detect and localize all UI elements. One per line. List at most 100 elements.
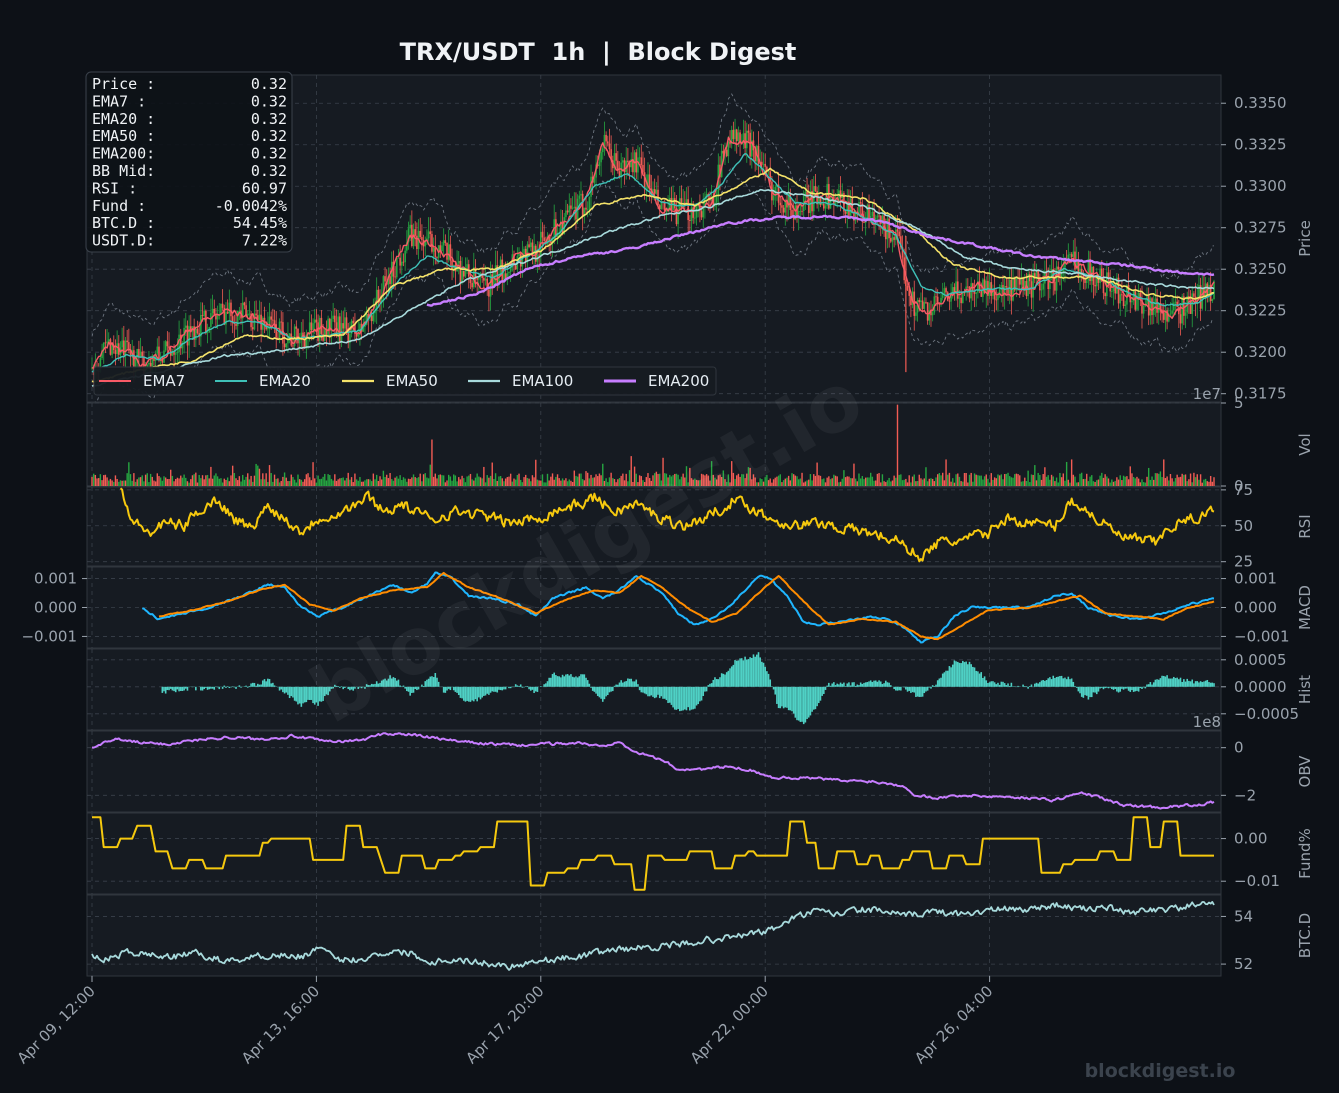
volume-bar: [156, 473, 159, 486]
hist-bar: [796, 686, 798, 721]
volume-bar: [370, 481, 373, 486]
candle-body: [478, 276, 480, 280]
candle-body: [439, 245, 442, 252]
candle-body: [1039, 279, 1041, 291]
hist-bar: [464, 686, 467, 702]
hist-bar: [642, 686, 644, 693]
hist-bar: [1157, 679, 1160, 687]
volume-bar: [1082, 479, 1085, 486]
volume-bar: [803, 482, 805, 486]
hist-bar: [213, 686, 216, 690]
hist-bar: [730, 666, 733, 687]
candle-body: [623, 160, 626, 173]
volume-bar: [1074, 476, 1076, 486]
candle-body: [931, 312, 934, 316]
hist-bar: [595, 686, 597, 694]
info-label: Price :: [92, 75, 155, 93]
volume-bar: [193, 474, 195, 486]
candle-body: [791, 210, 793, 216]
hist-bar: [1028, 686, 1031, 687]
volume-bar: [258, 468, 261, 486]
hist-bar: [1131, 686, 1133, 691]
candle-body: [148, 362, 150, 365]
hist-bar: [318, 686, 321, 702]
volume-bar: [178, 478, 180, 486]
candle-body: [580, 193, 582, 196]
hist-bar: [953, 660, 956, 687]
volume-bar: [1087, 481, 1090, 486]
volume-bar: [1106, 476, 1108, 486]
volume-bar: [1204, 478, 1207, 486]
candle-body: [799, 210, 802, 212]
hist-bar: [456, 686, 458, 693]
hist-bar: [1075, 686, 1078, 688]
candle-body: [640, 157, 643, 165]
volume-bar: [672, 475, 674, 486]
volume-bar: [173, 481, 175, 486]
candle-body: [285, 343, 288, 348]
candle-body: [171, 351, 174, 356]
volume-bar: [1089, 476, 1091, 486]
hist-bar: [680, 686, 683, 711]
candle-body: [650, 188, 653, 196]
hist-bar: [958, 662, 961, 687]
volume-bar: [342, 477, 344, 486]
hist-bar: [873, 680, 875, 687]
hist-bar: [1087, 686, 1090, 700]
candle-body: [923, 302, 926, 309]
volume-bar: [1008, 476, 1011, 486]
hist-bar: [540, 686, 542, 687]
volume-bar: [955, 474, 957, 486]
hist-bar: [493, 686, 495, 692]
volume-bar: [854, 478, 857, 486]
volume-bar: [292, 477, 294, 486]
hist-bar: [323, 686, 326, 697]
volume-bar: [183, 474, 185, 486]
candle-body: [447, 244, 450, 260]
volume-bar: [1158, 473, 1160, 486]
volume-bar: [468, 475, 470, 486]
hist-bar: [1167, 678, 1170, 687]
volume-bar: [983, 476, 986, 486]
x-tick-label: Apr 17, 20:00: [462, 982, 547, 1067]
volume-bar: [781, 482, 783, 486]
volume-bar: [278, 482, 281, 486]
volume-bar: [171, 475, 174, 486]
hist-bar: [769, 679, 772, 687]
candle-body: [1127, 285, 1130, 295]
volume-bar: [995, 478, 997, 486]
hist-bar: [1023, 686, 1026, 687]
candle-body: [814, 186, 817, 192]
hist-bar: [617, 684, 619, 687]
candle-body: [660, 201, 663, 210]
candle-body: [722, 150, 725, 154]
candle-body: [684, 202, 686, 204]
volume-bar: [725, 481, 728, 486]
volume-bar: [91, 476, 93, 486]
volume-bar: [613, 479, 616, 486]
candle-body: [486, 278, 489, 290]
volume-bar: [250, 475, 252, 486]
hist-bar: [831, 683, 833, 687]
volume-bar: [841, 478, 843, 486]
volume-bar: [864, 477, 867, 486]
volume-bar: [707, 475, 709, 486]
hist-bar: [1052, 675, 1055, 687]
candle-body: [794, 205, 797, 220]
hist-bar: [1189, 681, 1192, 687]
candle-body: [310, 322, 313, 331]
volume-bar: [389, 473, 391, 486]
hist-bar: [221, 686, 224, 689]
volume-bar: [1029, 482, 1031, 486]
volume-bar: [451, 480, 453, 486]
hist-bar: [501, 686, 504, 691]
volume-bar: [297, 474, 299, 486]
volume-bar: [268, 465, 271, 486]
volume-bar: [471, 479, 473, 486]
hist-bar: [853, 682, 855, 687]
candle-body: [1112, 285, 1115, 292]
volume-bar: [288, 481, 291, 486]
volume-bar: [148, 482, 150, 486]
hist-bar: [1040, 680, 1043, 687]
volume-bar: [846, 476, 848, 486]
